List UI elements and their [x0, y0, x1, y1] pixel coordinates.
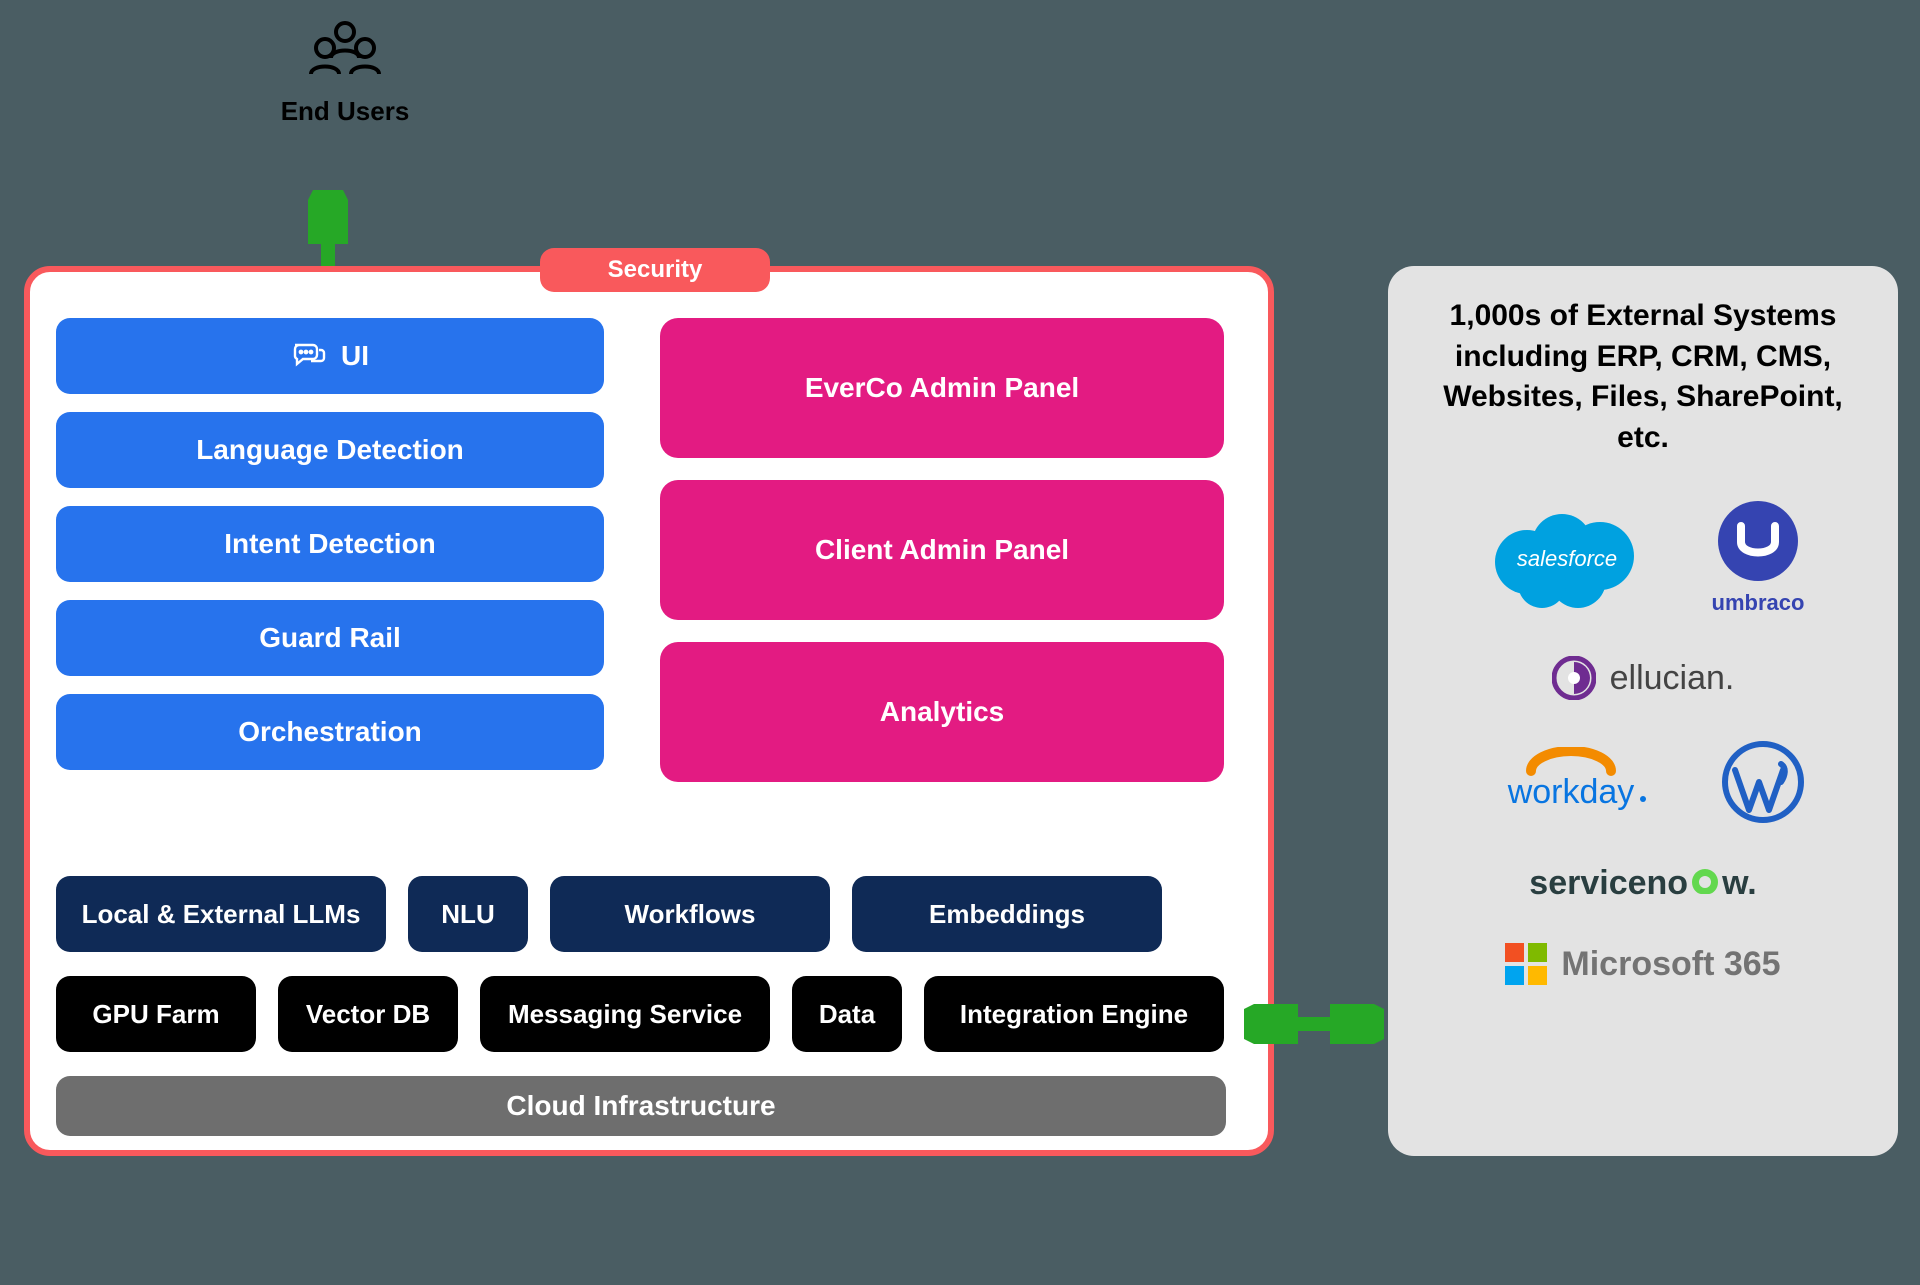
logo-umbraco-label: umbraco — [1712, 590, 1805, 616]
chat-icon — [291, 341, 327, 371]
logo-row-2: workday — [1424, 740, 1862, 824]
logo-wordpress — [1721, 740, 1805, 824]
logo-microsoft365: Microsoft 365 — [1424, 943, 1862, 985]
block-intent-detection: Intent Detection — [56, 506, 604, 582]
block-guard-rail-label: Guard Rail — [259, 622, 401, 654]
diagram-canvas: End Users Security UI Language Detect — [0, 0, 1920, 1285]
block-workflows-label: Workflows — [625, 899, 756, 930]
security-label: Security — [608, 256, 703, 284]
svg-text:workday: workday — [1507, 773, 1635, 811]
block-nlu: NLU — [408, 876, 528, 952]
block-embeddings: Embeddings — [852, 876, 1162, 952]
block-analytics: Analytics — [660, 642, 1224, 782]
salesforce-icon: salesforce — [1482, 502, 1652, 612]
users-icon — [305, 18, 385, 88]
logo-servicenow: serviceno w. — [1424, 864, 1862, 903]
end-users-label: End Users — [245, 96, 445, 127]
end-users-group: End Users — [245, 18, 445, 127]
block-orchestration-label: Orchestration — [238, 716, 422, 748]
block-workflows: Workflows — [550, 876, 830, 952]
block-ui: UI — [56, 318, 604, 394]
block-client-admin: Client Admin Panel — [660, 480, 1224, 620]
wordpress-icon — [1721, 740, 1805, 824]
block-language-detection-label: Language Detection — [196, 434, 464, 466]
block-messaging-service-label: Messaging Service — [508, 999, 742, 1030]
logo-ellucian-label: ellucian. — [1610, 659, 1735, 698]
block-gpu-farm: GPU Farm — [56, 976, 256, 1052]
block-nlu-label: NLU — [441, 899, 494, 930]
block-llms-label: Local & External LLMs — [82, 899, 361, 930]
logo-salesforce: salesforce — [1482, 502, 1652, 612]
block-cloud-infrastructure: Cloud Infrastructure — [56, 1076, 1226, 1136]
arrow-integration-to-external — [1244, 1004, 1384, 1044]
block-gpu-farm-label: GPU Farm — [92, 999, 219, 1030]
logo-row-1: salesforce umbraco — [1424, 498, 1862, 616]
block-vector-db: Vector DB — [278, 976, 458, 1052]
workday-icon: workday — [1481, 747, 1661, 817]
logo-umbraco: umbraco — [1712, 498, 1805, 616]
block-embeddings-label: Embeddings — [929, 899, 1085, 930]
microsoft-icon — [1505, 943, 1547, 985]
logo-workday: workday — [1481, 747, 1661, 817]
logo-microsoft365-label: Microsoft 365 — [1561, 945, 1780, 984]
svg-text:salesforce: salesforce — [1516, 546, 1616, 571]
logo-servicenow-label: serviceno — [1529, 864, 1688, 903]
block-cloud-infrastructure-label: Cloud Infrastructure — [506, 1090, 775, 1122]
block-language-detection: Language Detection — [56, 412, 604, 488]
block-vector-db-label: Vector DB — [306, 999, 430, 1030]
block-data: Data — [792, 976, 902, 1052]
block-integration-engine: Integration Engine — [924, 976, 1224, 1052]
block-everco-admin: EverCo Admin Panel — [660, 318, 1224, 458]
external-systems-heading: 1,000s of External Systems including ERP… — [1424, 296, 1862, 458]
external-systems-panel: 1,000s of External Systems including ERP… — [1388, 266, 1898, 1156]
block-client-admin-label: Client Admin Panel — [815, 534, 1069, 566]
block-llms: Local & External LLMs — [56, 876, 386, 952]
block-everco-admin-label: EverCo Admin Panel — [805, 372, 1079, 404]
block-integration-engine-label: Integration Engine — [960, 999, 1188, 1030]
umbraco-icon — [1715, 498, 1801, 584]
block-analytics-label: Analytics — [880, 696, 1005, 728]
block-data-label: Data — [819, 999, 875, 1030]
block-guard-rail: Guard Rail — [56, 600, 604, 676]
block-intent-detection-label: Intent Detection — [224, 528, 436, 560]
ellucian-icon — [1552, 656, 1596, 700]
block-orchestration: Orchestration — [56, 694, 604, 770]
block-ui-label: UI — [341, 340, 369, 372]
logo-servicenow-suffix: w. — [1722, 864, 1757, 903]
block-messaging-service: Messaging Service — [480, 976, 770, 1052]
logo-ellucian: ellucian. — [1424, 656, 1862, 700]
security-label-tab: Security — [540, 248, 770, 292]
servicenow-icon — [1690, 867, 1720, 901]
